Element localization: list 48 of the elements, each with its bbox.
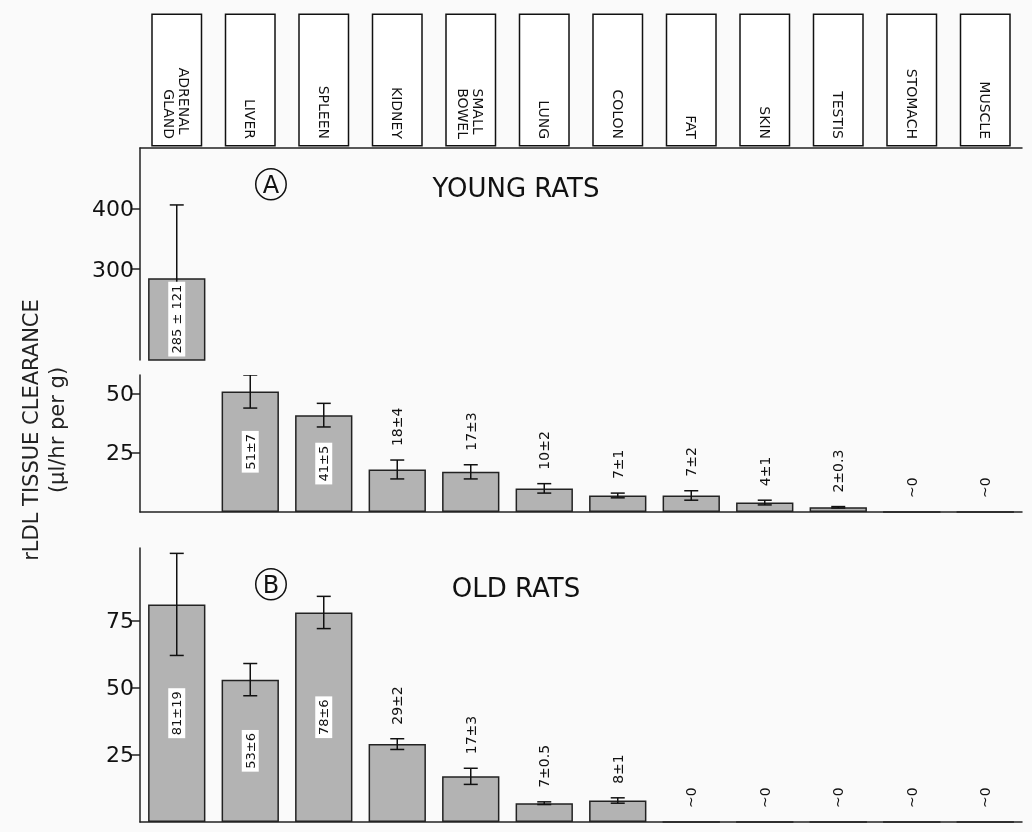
data-label: ~0 — [977, 477, 994, 498]
y-tick-label: 300 — [92, 256, 134, 282]
x-tick-label: KIDNEY — [389, 87, 406, 140]
x-tick-label: TESTIS — [830, 90, 847, 140]
y-tick-label: 75 — [106, 608, 134, 634]
x-tick-label: COLON — [609, 89, 626, 139]
y-tick-label: 400 — [92, 196, 134, 222]
data-label: 285 ± 121 — [169, 284, 185, 354]
data-label: ~0 — [756, 787, 773, 808]
data-label: 7±1 — [609, 449, 626, 480]
data-label: ~0 — [903, 477, 920, 498]
data-label: 2±0.3 — [830, 449, 847, 493]
data-label: 10±2 — [536, 431, 553, 470]
y-tick-label: 50 — [106, 675, 134, 701]
x-tick-label: SPLEEN — [315, 85, 332, 139]
x-tick-label: SMALL BOWEL — [455, 88, 487, 140]
data-label: 29±2 — [389, 686, 406, 725]
data-label: ~0 — [830, 787, 847, 808]
x-tick-label: STOMACH — [903, 68, 920, 139]
text: YOUNG RATS — [431, 173, 600, 203]
x-tick-label: LUNG — [536, 100, 553, 139]
y-tick-label: 25 — [106, 440, 134, 466]
data-label: 7±2 — [683, 447, 700, 477]
y-tick-label: 25 — [106, 742, 134, 768]
data-label: 17±3 — [462, 715, 479, 755]
x-tick-label: FAT — [683, 115, 700, 140]
data-label: 81±19 — [169, 691, 185, 736]
x-tick-label: ADRENAL GLAND — [161, 67, 193, 139]
y-axis-title: rLDL TISSUE CLEARANCE (μl/hr per g) — [18, 299, 70, 561]
data-label: ~0 — [977, 787, 994, 808]
data-label: 8±1 — [609, 754, 626, 784]
x-tick-label: SKIN — [756, 106, 773, 139]
annotation: A — [262, 170, 280, 199]
data-label: ~0 — [903, 787, 920, 808]
data-label: 17±3 — [462, 412, 479, 451]
data-label: 78±6 — [316, 699, 332, 736]
data-label: ~0 — [683, 787, 700, 808]
data-label: 41±5 — [316, 445, 332, 482]
x-tick-label: MUSCLE — [977, 81, 994, 139]
data-label: 18±4 — [389, 407, 406, 447]
text: OLD RATS — [451, 573, 581, 603]
annotation: B — [262, 570, 280, 599]
data-label: 53±6 — [242, 732, 258, 769]
x-tick-label: LIVER — [242, 98, 259, 140]
data-label: 4±1 — [756, 456, 773, 487]
y-tick-label: 50 — [106, 381, 134, 407]
data-label: 7±0.5 — [536, 744, 553, 788]
data-label: 51±7 — [242, 433, 258, 470]
